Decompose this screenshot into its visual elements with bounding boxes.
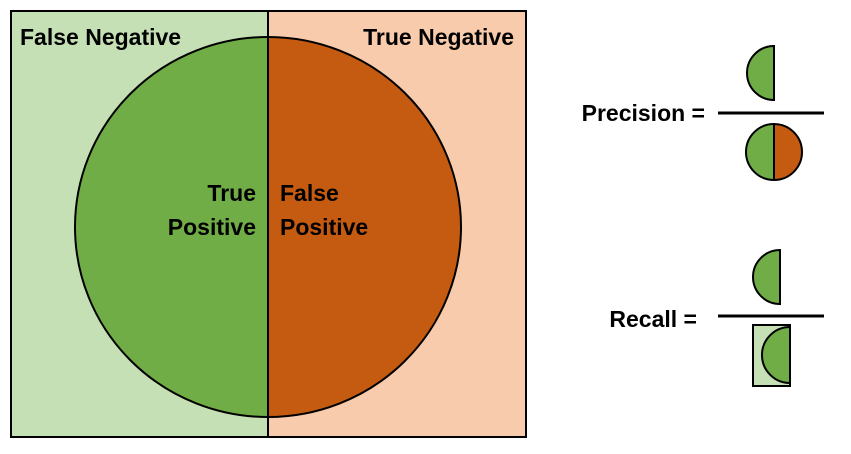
false-positive-label-line1: False	[280, 180, 339, 206]
true-positive-label-line2: Positive	[168, 214, 256, 240]
recall-denominator-half-in-box-icon	[752, 324, 791, 387]
false-negative-label: False Negative	[20, 24, 181, 50]
true-negative-label: True Negative	[363, 24, 514, 50]
precision-label: Precision =	[582, 100, 705, 126]
precision-numerator-green-half-icon	[746, 44, 775, 102]
true-positive-half-circle	[75, 37, 268, 417]
outer-frame	[10, 10, 527, 438]
recall-label: Recall =	[609, 306, 697, 332]
true-positive-label-line1: True	[207, 180, 256, 206]
false-positive-label-line2: Positive	[280, 214, 368, 240]
recall-numerator-green-half-icon	[752, 248, 781, 306]
false-positive-half-circle	[268, 37, 461, 417]
precision-denominator-full-circle-icon	[745, 123, 803, 181]
